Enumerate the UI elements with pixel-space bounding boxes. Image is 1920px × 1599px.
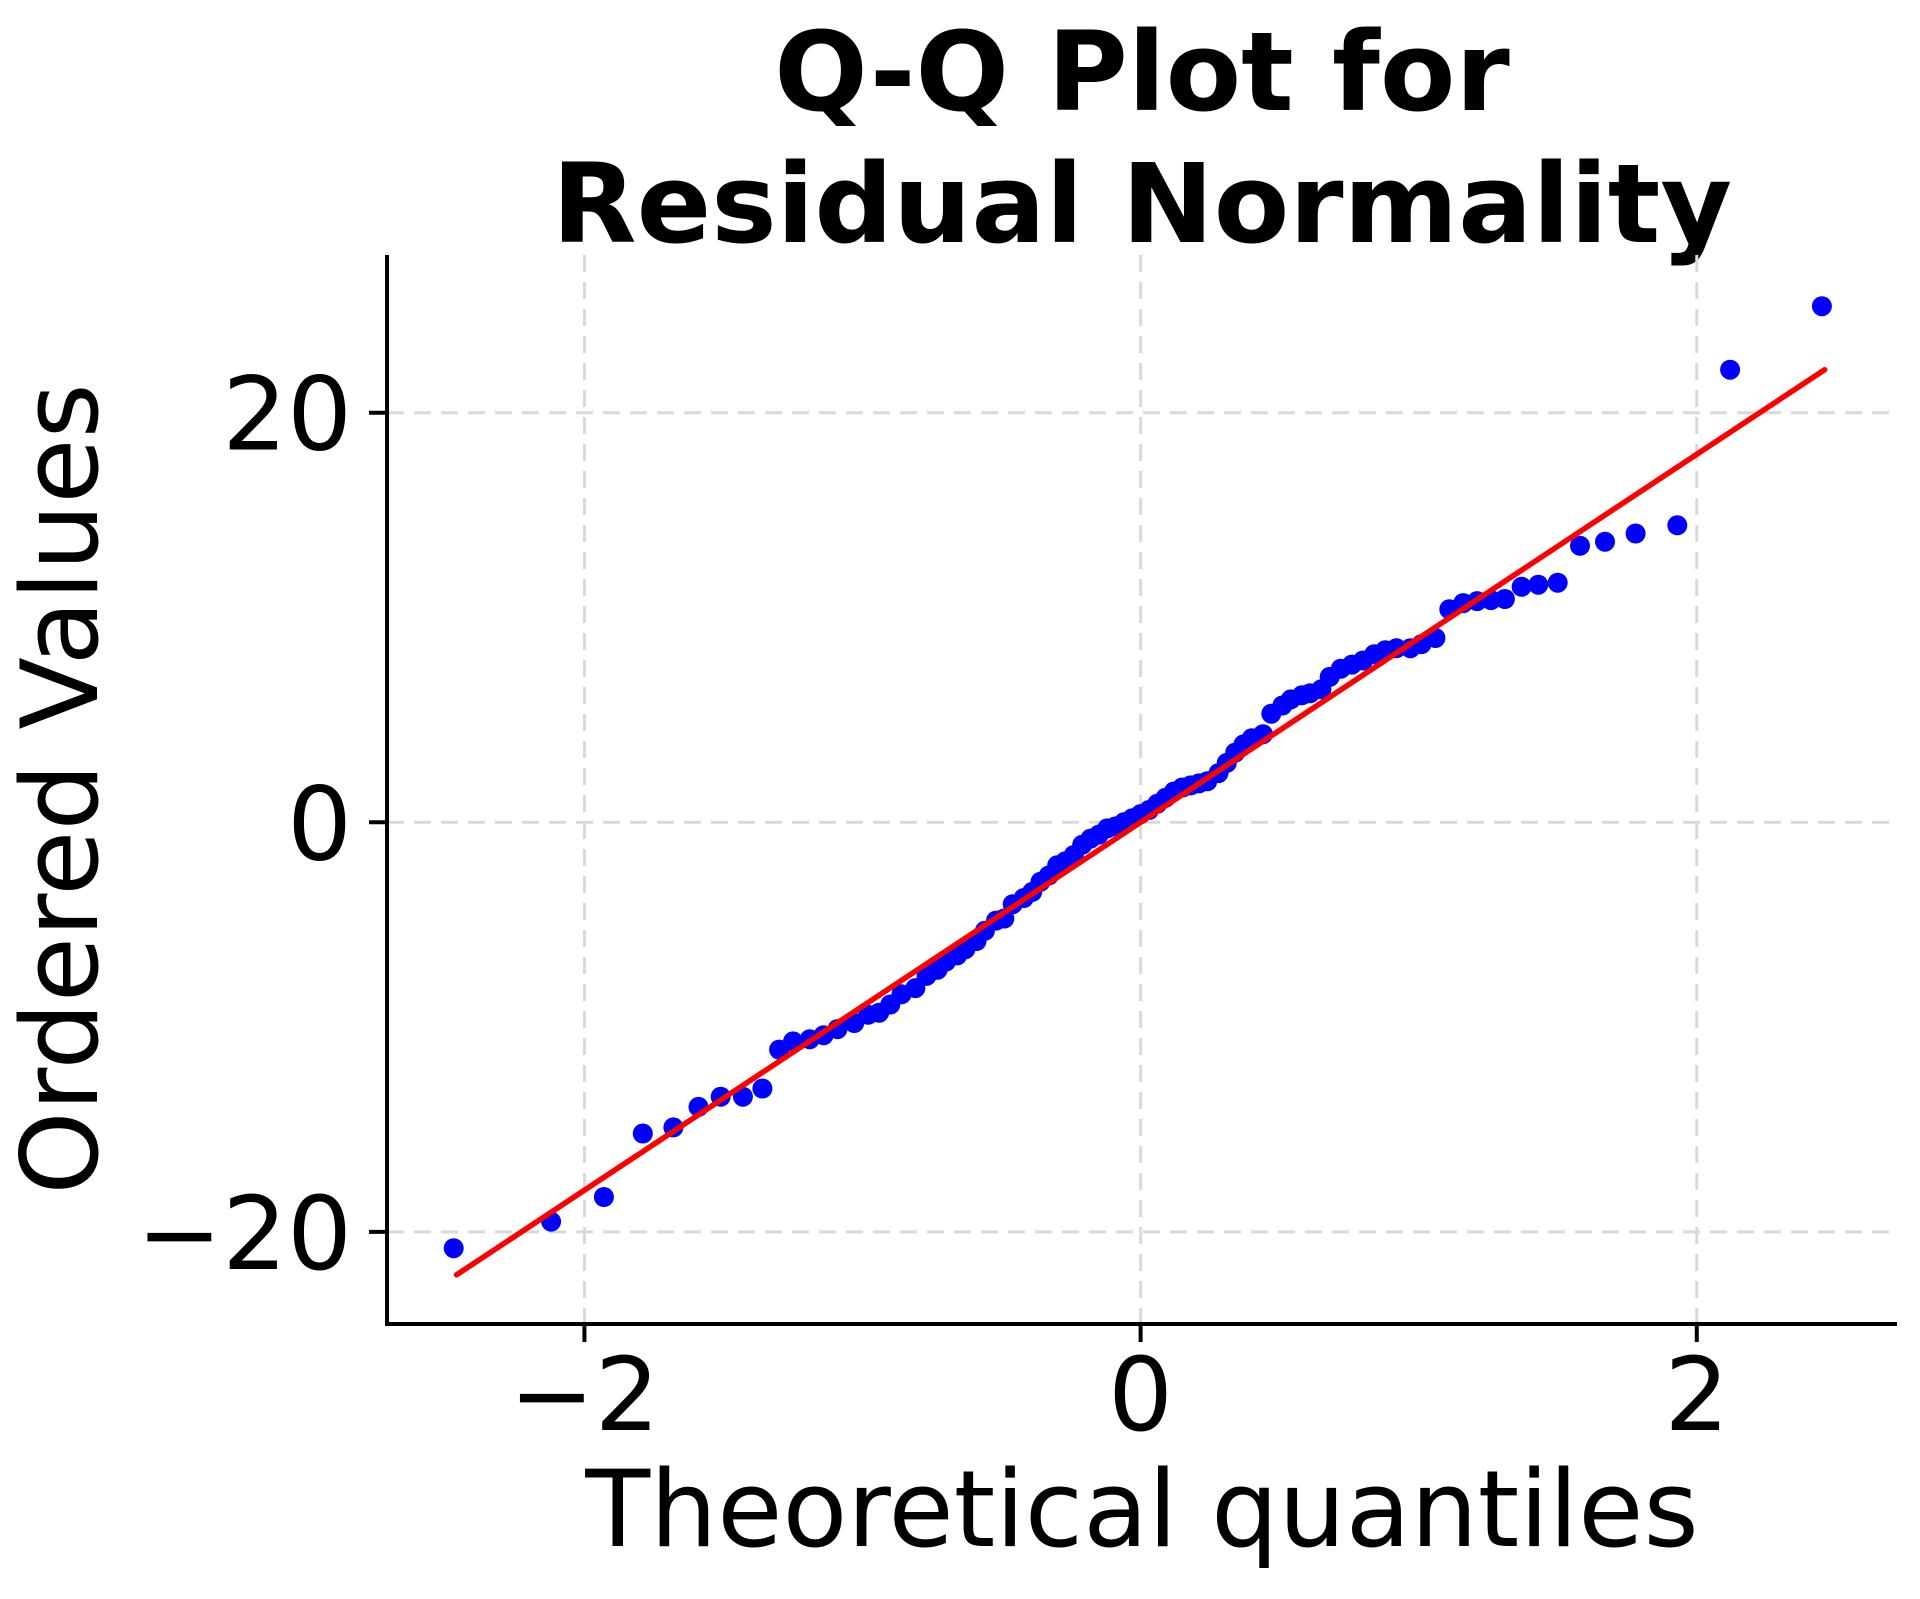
data-point bbox=[1547, 572, 1568, 593]
data-point bbox=[1570, 535, 1590, 556]
x-tick-label: 0 bbox=[1108, 1336, 1173, 1455]
y-tick-label: −20 bbox=[137, 1175, 352, 1294]
fit-line bbox=[453, 366, 1828, 1278]
chart-title-line2: Residual Normality bbox=[551, 140, 1733, 268]
data-point bbox=[1511, 576, 1532, 597]
x-axis-label: Theoretical quantiles bbox=[585, 1448, 1699, 1571]
x-tick-label: −2 bbox=[509, 1336, 659, 1455]
y-tick-label: 0 bbox=[287, 765, 352, 884]
data-point bbox=[1720, 359, 1741, 380]
chart-title-line1: Q-Q Plot for bbox=[774, 8, 1510, 136]
data-point bbox=[1625, 523, 1646, 544]
chart-title: Q-Q Plot for Residual Normality bbox=[387, 6, 1897, 270]
data-point bbox=[1494, 589, 1515, 609]
data-point bbox=[752, 1078, 773, 1099]
data-point bbox=[593, 1187, 614, 1207]
data-point bbox=[1667, 515, 1688, 536]
data-point bbox=[443, 1238, 464, 1259]
data-point bbox=[632, 1123, 653, 1144]
y-tick-label: 20 bbox=[222, 356, 352, 475]
data-point bbox=[1595, 531, 1615, 552]
x-tick-label: 2 bbox=[1664, 1336, 1729, 1455]
data-point bbox=[1528, 574, 1549, 595]
data-point bbox=[1811, 296, 1832, 317]
